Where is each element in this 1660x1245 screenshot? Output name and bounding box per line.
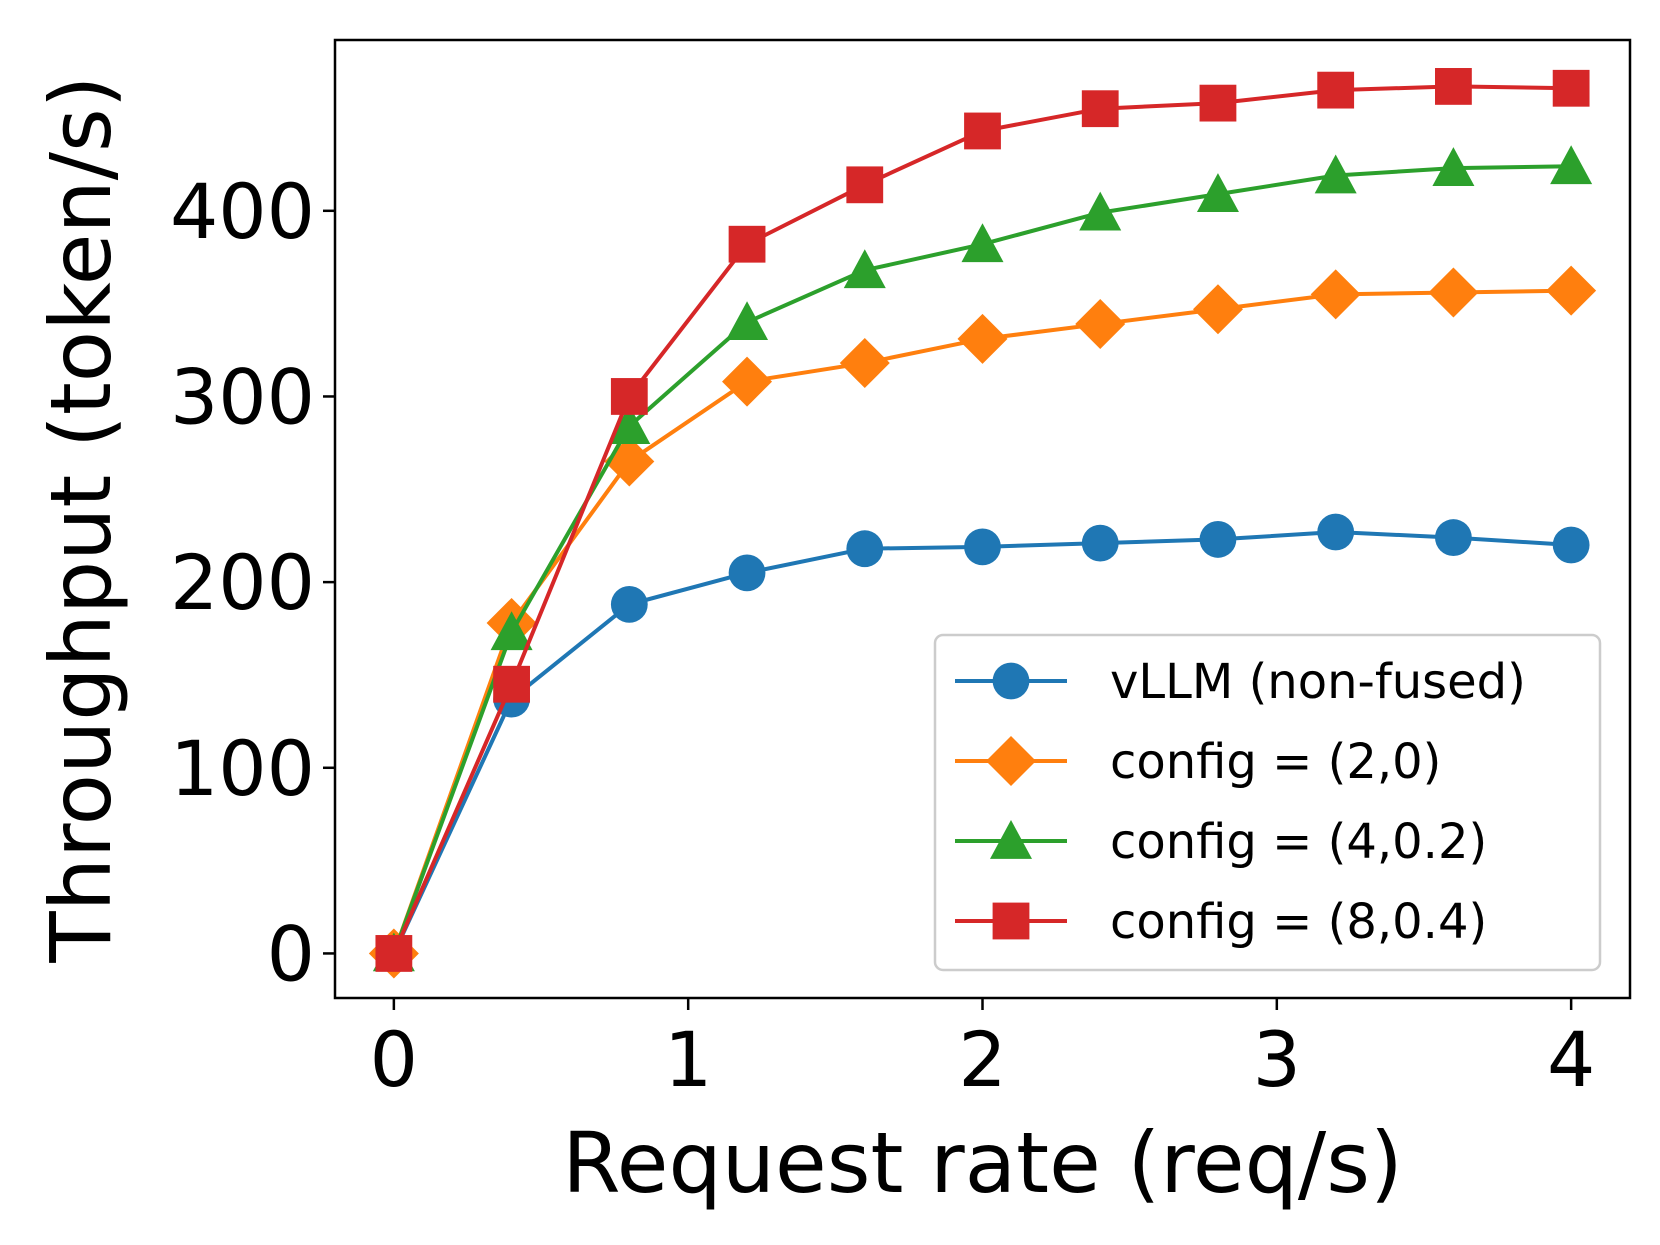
data-point: [722, 356, 773, 407]
data-point: [961, 223, 1004, 263]
axes-layer: 0 1 2 3 4 0 100 200 300 400: [170, 38, 1632, 1104]
data-point: [1081, 524, 1119, 562]
data-point: [846, 166, 884, 204]
data-point: [843, 249, 886, 289]
legend-marker: [990, 820, 1032, 859]
data-point: [375, 935, 413, 972]
legend-box: [933, 633, 1602, 972]
series-layer: [368, 68, 1597, 979]
legend: vLLM (non-fused) config = (2,0) config = (…: [933, 633, 1602, 972]
data-point: [846, 530, 884, 568]
legend-marker: [992, 662, 1030, 700]
data-point: [608, 405, 651, 445]
x-axis-title: Request rate (req/s): [562, 1114, 1403, 1212]
data-point: [490, 611, 533, 651]
data-point: [1552, 526, 1590, 564]
data-point: [1546, 265, 1597, 316]
data-point: [1081, 90, 1119, 128]
y-tick-label: 300: [170, 352, 315, 441]
data-point: [1550, 145, 1593, 185]
series-4: [375, 68, 1590, 972]
data-point: [839, 338, 890, 389]
data-point: [1552, 69, 1590, 107]
data-point: [1079, 191, 1122, 231]
data-point: [1317, 71, 1355, 109]
data-point: [610, 586, 648, 623]
legend-label: vLLM (non-fused): [1110, 654, 1526, 710]
legend-label: config = (4,0.2): [1110, 814, 1487, 870]
data-point: [726, 301, 769, 341]
y-tick-label: 200: [170, 538, 315, 627]
x-tick-label: 2: [958, 1015, 1006, 1104]
data-point: [1435, 519, 1472, 556]
x-tick-label: 3: [1253, 1015, 1301, 1104]
legend-entry-3: config = (4,0.2): [955, 814, 1487, 870]
data-point: [1199, 84, 1237, 122]
data-point: [1310, 269, 1361, 320]
data-point: [1192, 284, 1243, 335]
data-point: [1428, 267, 1479, 318]
y-tick-label: 0: [267, 909, 315, 998]
legend-entry-2: config = (2,0): [955, 734, 1441, 790]
data-point: [957, 313, 1008, 364]
y-tick-label: 100: [170, 724, 315, 813]
data-point: [1314, 154, 1357, 194]
data-point: [964, 112, 1001, 150]
x-tick-label: 0: [370, 1015, 418, 1104]
data-point: [1199, 521, 1237, 558]
x-tick-label: 4: [1547, 1015, 1595, 1104]
data-point: [1317, 513, 1355, 551]
data-point: [493, 665, 530, 703]
data-point: [728, 554, 766, 592]
data-point: [964, 528, 1001, 566]
data-point: [1435, 68, 1472, 105]
legend-marker: [992, 902, 1030, 940]
y-tick-label: 400: [170, 167, 315, 256]
legend-label: config = (2,0): [1110, 734, 1441, 790]
data-point: [728, 225, 766, 263]
legend-marker: [986, 736, 1036, 786]
x-tick-label: 1: [664, 1015, 712, 1104]
legend-label: config = (8,0.4): [1110, 894, 1487, 950]
data-point: [1075, 299, 1126, 350]
data-point: [610, 378, 648, 415]
legend-entry-4: config = (8,0.4): [955, 894, 1487, 950]
legend-entry-1: vLLM (non-fused): [955, 654, 1526, 710]
data-point: [1196, 173, 1239, 212]
y-axis-title: Throughput (token/s): [32, 75, 130, 963]
data-point: [1432, 147, 1475, 186]
